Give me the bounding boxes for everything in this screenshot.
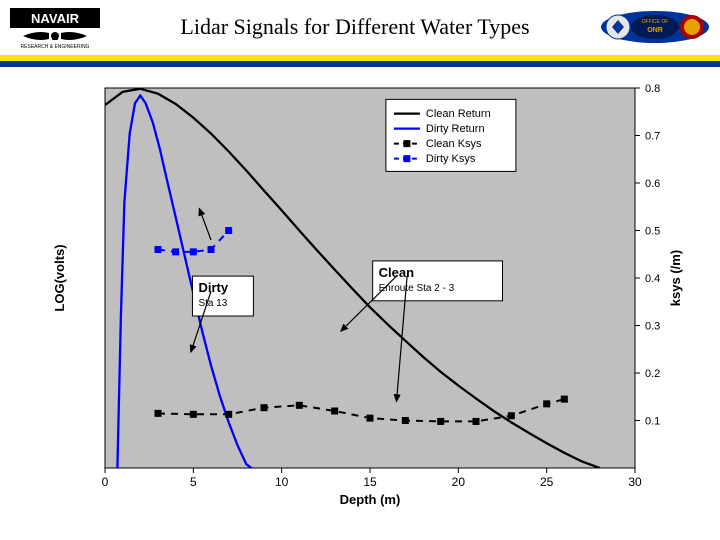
y-axis-label: LOG(volts) <box>52 244 67 311</box>
clean-ksys-marker <box>296 402 303 409</box>
dirty-ksys-marker <box>208 246 215 253</box>
slide: NAVAIR RESEARCH & ENGINEERING Lidar Sign… <box>0 0 720 540</box>
lidar-chart: 0 5 10 15 20 25 30 Depth (m) 0.1 0.2 0.3 0.4 0.5 0.6 0… <box>50 80 690 510</box>
page-title: Lidar Signals for Different Water Types <box>120 14 590 40</box>
clean-ksys-marker <box>473 418 480 425</box>
dirty-ksys-marker <box>190 248 197 255</box>
y2-tick: 0.4 <box>645 273 660 285</box>
clean-ksys-marker <box>367 415 374 422</box>
dirty-ksys-marker <box>155 246 162 253</box>
dirty-ksys-marker <box>172 248 179 255</box>
y2-tick: 0.3 <box>645 321 660 333</box>
y2-axis-label: ksys (/m) <box>668 250 683 306</box>
x-tick: 5 <box>190 475 197 489</box>
svg-text:Clean: Clean <box>379 265 414 280</box>
legend: Clean Return Dirty Return Clean Ksys Dirty … <box>386 99 516 171</box>
y2-tick: 0.2 <box>645 368 660 380</box>
legend-label: Dirty Return <box>426 123 485 135</box>
dirty-ksys-marker <box>225 227 232 234</box>
svg-text:ONR: ONR <box>647 27 663 34</box>
x-axis-label: Depth (m) <box>340 492 401 507</box>
clean-ksys-marker <box>331 408 338 415</box>
slide-header: NAVAIR RESEARCH & ENGINEERING Lidar Sign… <box>0 0 720 55</box>
navair-logo-text: NAVAIR <box>31 11 80 26</box>
clean-ksys-marker <box>402 417 409 424</box>
clean-ksys-marker <box>543 400 550 407</box>
onr-logo: OFFICE OF ONR <box>600 10 710 44</box>
header-rule <box>0 55 720 67</box>
x-tick: 20 <box>452 475 466 489</box>
legend-label: Dirty Ksys <box>426 153 476 165</box>
svg-text:OFFICE OF: OFFICE OF <box>642 19 669 25</box>
y2-tick: 0.8 <box>645 83 660 95</box>
y2-tick: 0.6 <box>645 178 660 190</box>
clean-ksys-marker <box>225 411 232 418</box>
x-tick: 25 <box>540 475 554 489</box>
clean-ksys-marker <box>155 410 162 417</box>
chart-svg: 0 5 10 15 20 25 30 Depth (m) 0.1 0.2 0.3 0.4 0.5 0.6 0… <box>50 80 690 510</box>
plot-area <box>105 88 635 468</box>
clean-ksys-marker <box>190 411 197 418</box>
svg-text:Enroute Sta 2 - 3: Enroute Sta 2 - 3 <box>379 283 455 294</box>
legend-label: Clean Return <box>426 108 491 120</box>
clean-ksys-marker <box>508 412 515 419</box>
svg-text:Dirty: Dirty <box>198 280 228 295</box>
navair-logo-sub: RESEARCH & ENGINEERING <box>21 44 90 50</box>
y2-tick: 0.5 <box>645 226 660 238</box>
clean-ksys-marker <box>561 396 568 403</box>
clean-ksys-marker <box>437 418 444 425</box>
legend-label: Clean Ksys <box>426 138 482 150</box>
x-tick: 30 <box>628 475 642 489</box>
y2-tick: 0.7 <box>645 131 660 143</box>
x-tick: 0 <box>102 475 109 489</box>
navair-logo: NAVAIR RESEARCH & ENGINEERING <box>10 8 100 50</box>
x-tick: 10 <box>275 475 289 489</box>
y2-tick: 0.1 <box>645 416 660 428</box>
clean-ksys-marker <box>261 404 268 411</box>
x-tick: 15 <box>363 475 377 489</box>
svg-text:Sta 13: Sta 13 <box>198 298 227 309</box>
